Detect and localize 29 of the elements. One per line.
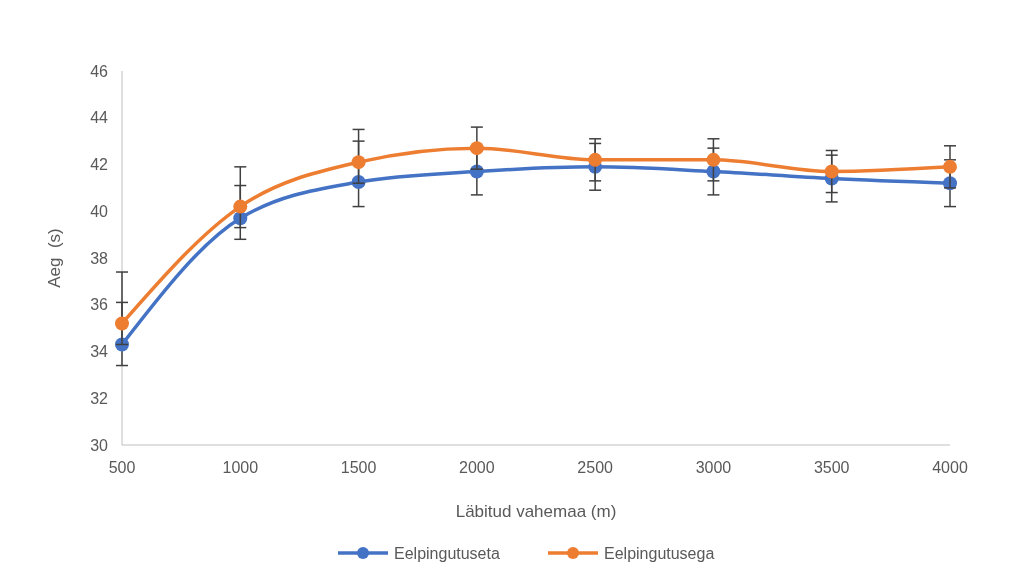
point bbox=[824, 164, 839, 179]
y-tick-label: 34 bbox=[90, 343, 109, 361]
y-tick-label: 40 bbox=[90, 202, 109, 220]
x-axis-title: Läbitud vahemaa (m) bbox=[455, 502, 617, 521]
y-tick-label: 32 bbox=[90, 389, 109, 407]
point bbox=[588, 152, 603, 167]
y-tick-label: 42 bbox=[90, 156, 109, 174]
x-tick-label: 3000 bbox=[695, 459, 732, 476]
point bbox=[115, 316, 129, 331]
legend-label: Eelpingutuseta bbox=[394, 544, 500, 562]
x-tick-label: 1500 bbox=[340, 459, 377, 476]
y-tick-label: 30 bbox=[90, 436, 109, 454]
x-tick-label: 500 bbox=[108, 459, 136, 476]
point bbox=[469, 141, 484, 156]
legend-label: Eelpingutusega bbox=[604, 544, 715, 562]
y-tick-label: 46 bbox=[90, 62, 109, 80]
y-tick-label: 38 bbox=[90, 249, 109, 267]
x-tick-label: 2000 bbox=[459, 459, 495, 476]
x-tick-label: 3500 bbox=[813, 459, 850, 476]
point bbox=[706, 152, 721, 167]
x-tick-label: 4000 bbox=[932, 459, 968, 476]
y-axis-title: Aeg (s) bbox=[45, 228, 64, 288]
point bbox=[943, 159, 957, 174]
x-tick-label: 1000 bbox=[222, 459, 259, 476]
y-tick-label: 44 bbox=[90, 109, 109, 127]
y-tick-label: 36 bbox=[90, 296, 109, 314]
x-tick-label: 2500 bbox=[577, 459, 614, 476]
point bbox=[233, 199, 248, 214]
point bbox=[351, 155, 366, 170]
